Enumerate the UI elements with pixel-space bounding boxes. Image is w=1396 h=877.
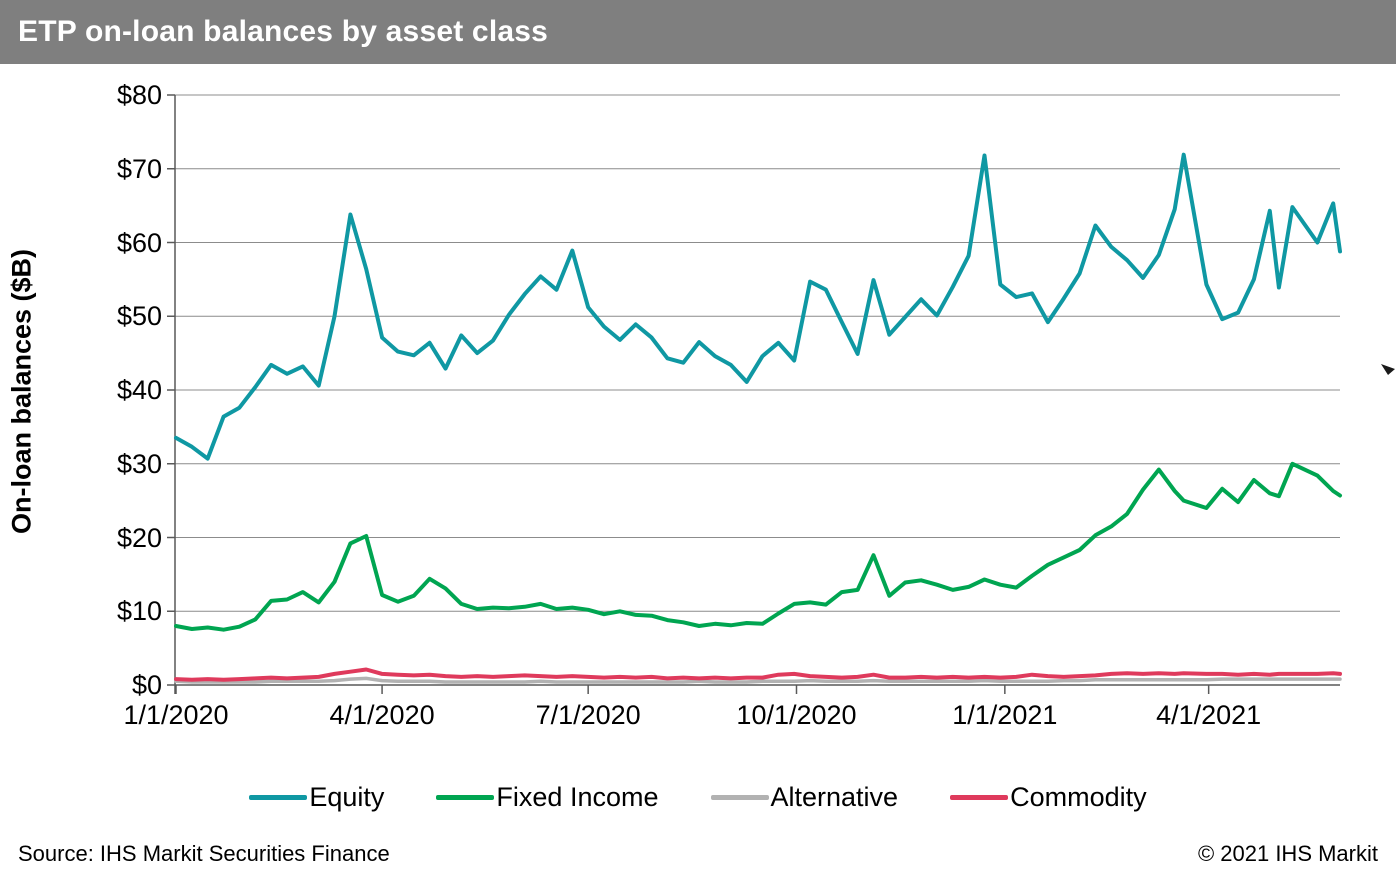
legend-item-fixed-income: Fixed Income	[436, 779, 659, 815]
copyright-note: © 2021 IHS Markit	[1197, 841, 1378, 866]
y-tick-label: $0	[131, 670, 162, 700]
commodity-line-swatch	[950, 794, 1009, 800]
y-tick-label: $80	[116, 80, 162, 110]
page-title: ETP on-loan balances by asset class	[18, 15, 549, 48]
series-line-fixed-income	[174, 461, 1342, 632]
x-tick-label: 7/1/2020	[535, 700, 641, 730]
y-tick-label: $10	[116, 596, 162, 627]
y-tick-label: $20	[116, 522, 162, 553]
legend-label-commodity: Commodity	[1010, 782, 1147, 812]
series-line-commodity	[174, 667, 1342, 682]
legend-label-fixed-income: Fixed Income	[496, 782, 659, 812]
y-tick-label: $30	[116, 448, 162, 479]
y-tick-label: $40	[116, 375, 162, 405]
legend-label-equity: Equity	[309, 782, 385, 812]
y-tick-label: $50	[116, 301, 162, 332]
legend-label-alternative: Alternative	[770, 782, 899, 812]
legend-item-alternative: Alternative	[710, 779, 899, 815]
y-tick-label: $70	[116, 153, 162, 184]
fixed-income-line-swatch	[436, 794, 495, 800]
equity-line-swatch	[249, 794, 308, 800]
legend-item-equity: Equity	[249, 779, 384, 815]
alternative-line-swatch	[710, 794, 769, 800]
x-tick-label: 1/1/2021	[952, 700, 1058, 730]
chart-legend: Equity Fixed Income Alternative Commodit…	[0, 779, 1396, 815]
source-note: Source: IHS Markit Securities Finance	[18, 841, 390, 866]
x-tick-label: 4/1/2020	[329, 700, 435, 730]
header-bar: ETP on-loan balances by asset class	[0, 0, 1396, 64]
y-tick-label: $60	[116, 227, 162, 258]
series-line-alternative	[174, 676, 1342, 684]
legend-item-commodity: Commodity	[950, 779, 1147, 815]
x-tick-label: 4/1/2021	[1156, 700, 1262, 730]
series-line-equity	[174, 152, 1342, 461]
cursor-artifact	[1381, 364, 1395, 375]
x-tick-label: 1/1/2020	[123, 700, 229, 730]
x-tick-label: 10/1/2020	[736, 700, 857, 730]
